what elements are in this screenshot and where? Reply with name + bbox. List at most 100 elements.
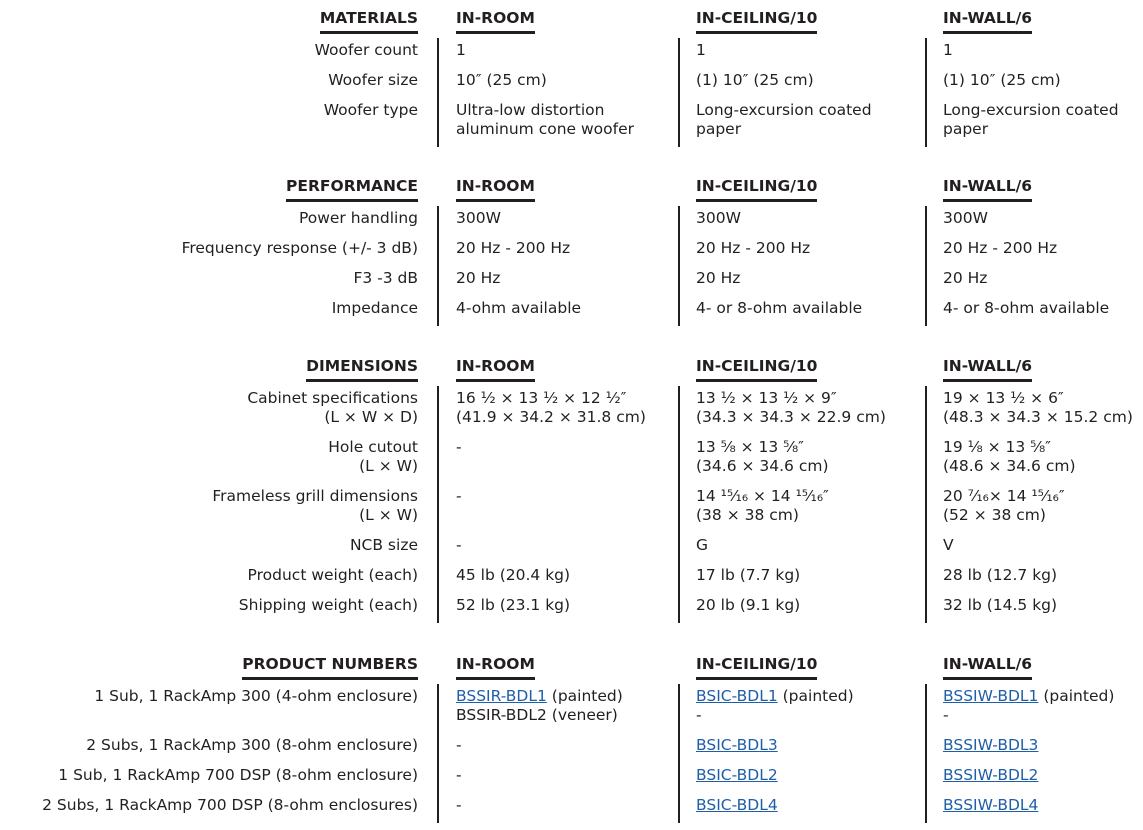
spec-row: Hole cutout (L × W) - 13 ⁵⁄₈ × 13 ⁵⁄₈″ (34.6…	[0, 432, 1143, 481]
column-divider	[437, 386, 439, 623]
section-header-row: PERFORMANCE IN-ROOM IN-CEILING/10 IN-WALL/6	[0, 173, 1143, 203]
row-label: Cabinet specifications (L × W × D)	[247, 389, 418, 426]
spec-value: 19 ¹⁄₈ × 13 ⁵⁄₈″ (48.6 × 34.6 cm)	[943, 438, 1076, 475]
row-label: Hole cutout (L × W)	[328, 438, 418, 475]
spec-value: BSSIW-BDL2	[943, 766, 1038, 785]
row-label: NCB size	[349, 536, 418, 554]
column-divider	[925, 38, 927, 147]
column-header: IN-CEILING/10	[696, 9, 818, 34]
product-number-link[interactable]: BSSIW-BDL4	[943, 796, 1039, 814]
spec-section-product-numbers: PRODUCT NUMBERS IN-ROOM IN-CEILING/10 IN-WA…	[0, 651, 1143, 823]
spec-value: -	[456, 536, 462, 554]
spec-value: BSIC-BDL4	[696, 796, 778, 815]
row-label: 2 Subs, 1 RackAmp 300 (8-ohm enclosure)	[86, 736, 418, 754]
spec-value: 300W	[943, 209, 988, 227]
spec-value: 45 lb (20.4 kg)	[456, 566, 571, 584]
column-divider	[925, 684, 927, 823]
spec-value: -	[456, 766, 462, 784]
spec-row: Frameless grill dimensions (L × W) - 14 ¹⁵⁄…	[0, 481, 1143, 530]
column-header: IN-ROOM	[456, 177, 535, 202]
column-header: IN-CEILING/10	[696, 177, 818, 202]
spec-value: 16 ¹⁄₂ × 13 ¹⁄₂ × 12 ¹⁄₂″ (41.9 × 34.2 × …	[456, 389, 646, 426]
spec-row: Woofer type Ultra-low distortion aluminum …	[0, 95, 1143, 144]
spec-value: -	[456, 736, 462, 754]
spec-value: 20 ⁷⁄₁₆× 14 ¹⁵⁄₁₆″ (52 × 38 cm)	[943, 487, 1065, 524]
column-divider	[678, 206, 680, 326]
spec-value: 20 Hz - 200 Hz	[696, 239, 811, 257]
section-title: PRODUCT NUMBERS	[242, 655, 418, 680]
section-title: PERFORMANCE	[286, 177, 418, 202]
product-number-link[interactable]: BSSIW-BDL3	[943, 736, 1039, 754]
column-header: IN-ROOM	[456, 357, 535, 382]
section-header-row: DIMENSIONS IN-ROOM IN-CEILING/10 IN-WALL/6	[0, 353, 1143, 383]
product-number-link[interactable]: BSIC-BDL1	[696, 687, 778, 705]
spec-row: 1 Sub, 1 RackAmp 300 (4-ohm enclosure) BS…	[0, 681, 1143, 730]
spec-value: 28 lb (12.7 kg)	[943, 566, 1058, 584]
spec-value: 4- or 8-ohm available	[943, 299, 1110, 317]
spec-value: 20 Hz - 200 Hz	[456, 239, 571, 257]
spec-row: F3 -3 dB 20 Hz 20 Hz 20 Hz	[0, 263, 1143, 293]
row-label: Woofer size	[328, 71, 418, 89]
section-title: DIMENSIONS	[306, 357, 418, 382]
spec-value: 4-ohm available	[456, 299, 582, 317]
column-divider	[437, 206, 439, 326]
spec-row: 1 Sub, 1 RackAmp 700 DSP (8-ohm enclosur…	[0, 760, 1143, 790]
spec-value: V	[943, 536, 954, 554]
row-label: 1 Sub, 1 RackAmp 300 (4-ohm enclosure)	[94, 687, 418, 705]
spec-value: BSIC-BDL3	[696, 736, 778, 755]
column-divider	[678, 684, 680, 823]
product-number-link[interactable]: BSIC-BDL2	[696, 766, 778, 784]
spec-value: 14 ¹⁵⁄₁₆ × 14 ¹⁵⁄₁₆″ (38 × 38 cm)	[696, 487, 829, 524]
row-label: Frameless grill dimensions (L × W)	[212, 487, 418, 524]
spec-section-dimensions: DIMENSIONS IN-ROOM IN-CEILING/10 IN-WALL/6 C…	[0, 353, 1143, 623]
column-header: IN-CEILING/10	[696, 655, 818, 680]
section-header-row: PRODUCT NUMBERS IN-ROOM IN-CEILING/10 IN-WA…	[0, 651, 1143, 681]
spec-value: -	[456, 438, 462, 456]
spec-row: NCB size - G V	[0, 530, 1143, 560]
product-number-link[interactable]: BSSIW-BDL2	[943, 766, 1039, 784]
column-divider	[678, 386, 680, 623]
column-header: IN-ROOM	[456, 9, 535, 34]
spec-value: -	[456, 487, 462, 505]
row-label: 1 Sub, 1 RackAmp 700 DSP (8-ohm enclosur…	[58, 766, 418, 784]
row-label: Woofer count	[314, 41, 418, 59]
spec-value: BSSIW-BDL4	[943, 796, 1038, 815]
spec-row: Cabinet specifications (L × W × D) 16 ¹⁄₂ …	[0, 383, 1143, 432]
column-divider	[437, 38, 439, 147]
spec-value: BSIC-BDL2	[696, 766, 778, 785]
column-header: IN-WALL/6	[943, 655, 1033, 680]
spec-value: Long-excursion coated paper	[943, 101, 1119, 138]
spec-value: 19 × 13 ¹⁄₂ × 6″ (48.3 × 34.3 × 15.2 cm)	[943, 389, 1133, 426]
spec-value: G	[696, 536, 709, 554]
product-number-link[interactable]: BSSIR-BDL1	[456, 687, 547, 705]
spec-value: 13 ¹⁄₂ × 13 ¹⁄₂ × 9″ (34.3 × 34.3 × 22.9 …	[696, 389, 886, 426]
spec-value: 1	[696, 41, 706, 59]
spec-row: Woofer count 1 1 1	[0, 35, 1143, 65]
row-label: Woofer type	[323, 101, 418, 119]
spec-value: (1) 10″ (25 cm)	[943, 71, 1061, 89]
spec-value: (1) 10″ (25 cm)	[696, 71, 814, 89]
spec-value: 4- or 8-ohm available	[696, 299, 863, 317]
spec-value: BSSIW-BDL1 (painted) -	[943, 687, 1115, 724]
spec-row: Frequency response (+/- 3 dB) 20 Hz - 200…	[0, 233, 1143, 263]
spec-value: BSSIW-BDL3	[943, 736, 1038, 755]
spec-value: -	[456, 796, 462, 814]
row-label: Product weight (each)	[247, 566, 418, 584]
spec-value: 20 Hz	[943, 269, 988, 287]
spec-value: Long-excursion coated paper	[696, 101, 872, 138]
spec-row: 2 Subs, 1 RackAmp 300 (8-ohm enclosure) -…	[0, 730, 1143, 760]
spec-value: 1	[456, 41, 466, 59]
spec-value: 300W	[456, 209, 501, 227]
column-header: IN-WALL/6	[943, 177, 1033, 202]
product-number-link[interactable]: BSIC-BDL3	[696, 736, 778, 754]
spec-value: 32 lb (14.5 kg)	[943, 596, 1058, 614]
column-divider	[437, 684, 439, 823]
product-number-link[interactable]: BSSIW-BDL1	[943, 687, 1039, 705]
spec-value: 300W	[696, 209, 741, 227]
column-divider	[925, 386, 927, 623]
spec-row: 2 Subs, 1 RackAmp 700 DSP (8-ohm enclosu…	[0, 790, 1143, 820]
section-title: MATERIALS	[319, 9, 418, 34]
column-header: IN-ROOM	[456, 655, 535, 680]
spec-section-performance: PERFORMANCE IN-ROOM IN-CEILING/10 IN-WALL/6…	[0, 173, 1143, 326]
product-number-link[interactable]: BSIC-BDL4	[696, 796, 778, 814]
